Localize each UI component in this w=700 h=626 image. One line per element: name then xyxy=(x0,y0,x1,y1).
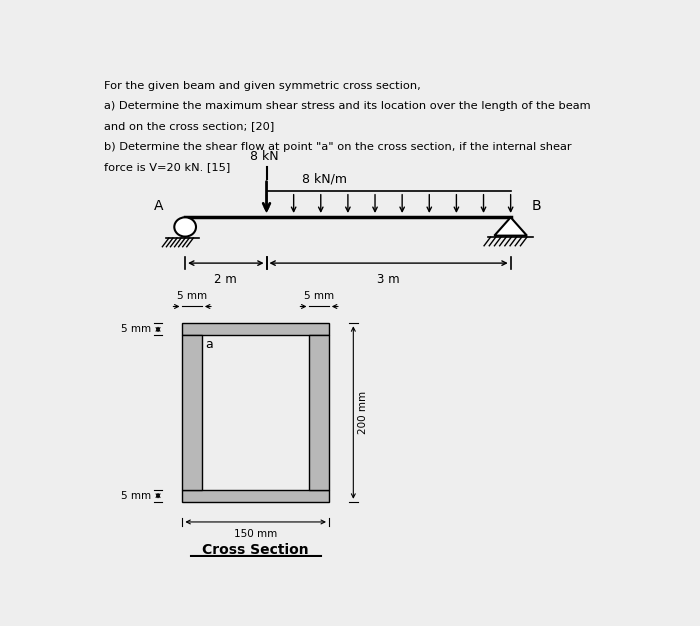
Bar xyxy=(309,336,329,490)
Text: 2 m: 2 m xyxy=(214,273,237,285)
Text: 8 kN: 8 kN xyxy=(249,150,278,163)
Text: 5 mm: 5 mm xyxy=(121,491,151,501)
Circle shape xyxy=(174,217,196,237)
Text: b) Determine the shear flow at point "a" on the cross section, if the internal s: b) Determine the shear flow at point "a"… xyxy=(104,141,571,151)
Text: 3 m: 3 m xyxy=(377,273,400,285)
Text: 8 kN/m: 8 kN/m xyxy=(302,172,346,185)
Text: and on the cross section; [20]: and on the cross section; [20] xyxy=(104,121,274,131)
Text: 150 mm: 150 mm xyxy=(234,529,277,539)
Text: a: a xyxy=(205,338,213,351)
Text: 200 mm: 200 mm xyxy=(358,391,368,434)
Text: 5 mm: 5 mm xyxy=(121,324,151,334)
Text: Cross Section: Cross Section xyxy=(202,543,309,557)
Text: force is V=20 kN. [15]: force is V=20 kN. [15] xyxy=(104,162,230,172)
Text: a) Determine the maximum shear stress and its location over the length of the be: a) Determine the maximum shear stress an… xyxy=(104,101,590,111)
Text: 5 mm: 5 mm xyxy=(177,290,207,300)
Bar xyxy=(183,490,329,501)
Polygon shape xyxy=(494,217,527,235)
Text: 5 mm: 5 mm xyxy=(304,290,334,300)
Text: B: B xyxy=(531,200,541,213)
Bar xyxy=(183,324,329,336)
Text: A: A xyxy=(154,200,163,213)
Bar xyxy=(183,336,202,490)
Text: For the given beam and given symmetric cross section,: For the given beam and given symmetric c… xyxy=(104,81,421,91)
